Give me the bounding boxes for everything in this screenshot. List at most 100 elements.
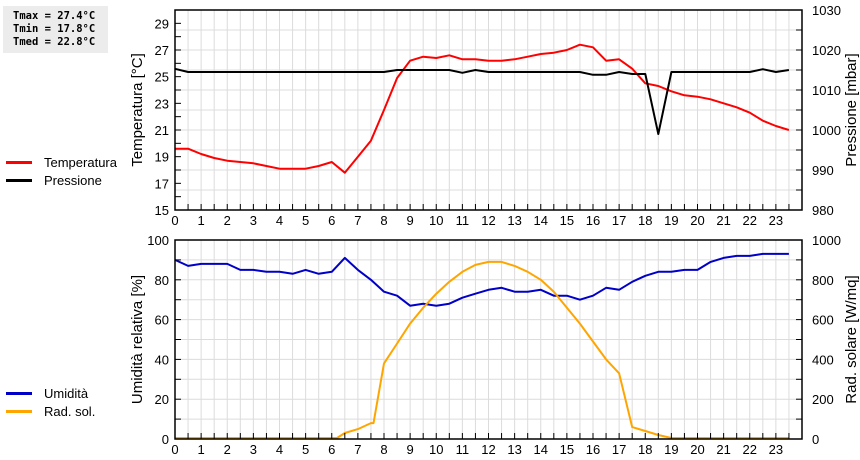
x-tick-label: 16 (586, 213, 600, 228)
y-tick-label: 17 (155, 176, 169, 191)
tmin-label: Tmin = 17.8°C (13, 23, 96, 35)
x-tick-label: 22 (743, 213, 757, 228)
x-tick-label: 15 (560, 213, 574, 228)
y2-tick-label: 1000 (812, 123, 841, 138)
series-line-pressione (174, 67, 790, 135)
y-axis-label: Umidità relativa [%] (129, 275, 146, 404)
x-tick-label: 16 (586, 442, 600, 457)
y2-axis-label: Rad. solare [W/mq] (843, 275, 860, 403)
x-tick-label: 22 (743, 442, 757, 457)
chart-humidity-radiation: 0 1 2 3 4 5 6 7 8 9 10 11 12 13 14 15 16 17 18 19 20 21 22 2302… (129, 233, 860, 457)
legend-label: Pressione (44, 172, 102, 188)
legend-top: Temperatura Pressione (6, 153, 117, 189)
tmax-label: Tmax = 27.4°C (13, 10, 96, 22)
legend-swatch-red (6, 160, 32, 164)
legend-item-temperatura: Temperatura (6, 153, 117, 171)
legend-bottom: Umidità Rad. sol. (6, 384, 95, 420)
y2-tick-label: 200 (812, 392, 834, 407)
x-tick-label: 5 (302, 442, 309, 457)
y-tick-label: 19 (155, 150, 169, 165)
y2-tick-label: 990 (812, 163, 834, 178)
y2-tick-label: 600 (812, 313, 834, 328)
y-axis-label: Temperatura [°C] (129, 53, 146, 167)
x-tick-label: 14 (534, 213, 548, 228)
x-tick-label: 8 (380, 213, 387, 228)
x-tick-label: 10 (429, 213, 443, 228)
x-tick-label: 20 (690, 213, 704, 228)
x-tick-label: 9 (407, 442, 414, 457)
x-tick-label: 19 (664, 213, 678, 228)
x-tick-label: 23 (769, 213, 783, 228)
y-tick-label: 40 (155, 352, 169, 367)
x-tick-label: 5 (302, 213, 309, 228)
legend-swatch-blue (6, 391, 32, 395)
y-tick-label: 25 (155, 70, 169, 85)
series-line-umidit (174, 252, 789, 307)
y2-tick-label: 980 (812, 203, 834, 218)
y-tick-label: 100 (147, 233, 169, 248)
x-tick-label: 14 (534, 442, 548, 457)
x-tick-label: 6 (328, 213, 335, 228)
y-tick-label: 15 (155, 203, 169, 218)
x-tick-label: 3 (250, 442, 257, 457)
y-tick-label: 29 (155, 16, 169, 31)
x-tick-label: 0 (171, 442, 178, 457)
y-tick-label: 23 (155, 96, 169, 111)
y2-tick-label: 1020 (812, 43, 841, 58)
x-tick-label: 13 (507, 213, 521, 228)
x-tick-label: 6 (328, 442, 335, 457)
tmed-label: Tmed = 22.8°C (13, 36, 96, 48)
y2-tick-label: 1030 (812, 3, 841, 18)
y-tick-label: 0 (162, 432, 169, 447)
stats-box: Tmax = 27.4°C Tmin = 17.8°C Tmed = 22.8°C (3, 6, 108, 53)
x-tick-label: 12 (481, 442, 495, 457)
y2-tick-label: 800 (812, 273, 834, 288)
legend-label: Umidità (44, 385, 89, 401)
x-tick-label: 0 (171, 213, 178, 228)
series-line-temperatura (175, 43, 790, 174)
x-tick-label: 1 (198, 442, 205, 457)
legend-item-pressione: Pressione (6, 171, 117, 189)
legend-swatch-black (6, 178, 32, 182)
x-tick-label: 11 (456, 442, 470, 457)
x-tick-label: 12 (481, 213, 495, 228)
y2-tick-label: 400 (812, 352, 834, 367)
x-tick-label: 13 (507, 442, 521, 457)
x-tick-label: 23 (769, 442, 783, 457)
x-tick-label: 11 (456, 213, 470, 228)
chart-temperature-pressure: 0 1 2 3 4 5 6 7 8 9 10 11 12 13 14 15 16 17 18 19 20 21 22 2315… (129, 3, 860, 228)
legend-item-umidita: Umidità (6, 384, 95, 402)
x-tick-label: 7 (354, 213, 361, 228)
x-tick-label: 18 (638, 442, 652, 457)
x-tick-label: 21 (716, 213, 730, 228)
x-tick-label: 4 (276, 213, 283, 228)
legend-label: Temperatura (44, 154, 117, 170)
y-tick-label: 20 (155, 392, 169, 407)
y2-tick-label: 1000 (812, 233, 841, 248)
y-tick-label: 80 (155, 273, 169, 288)
legend-item-radsol: Rad. sol. (6, 402, 95, 420)
y2-tick-label: 1010 (812, 83, 841, 98)
x-tick-label: 17 (612, 442, 626, 457)
x-tick-label: 19 (664, 442, 678, 457)
series-line-radsol (175, 260, 789, 439)
x-tick-label: 4 (276, 442, 283, 457)
legend-swatch-orange (6, 409, 32, 413)
x-tick-label: 15 (560, 442, 574, 457)
x-tick-label: 18 (638, 213, 652, 228)
x-tick-label: 7 (354, 442, 361, 457)
x-tick-label: 2 (224, 442, 231, 457)
x-tick-label: 17 (612, 213, 626, 228)
x-tick-label: 9 (407, 213, 414, 228)
x-tick-label: 3 (250, 213, 257, 228)
y-tick-label: 27 (155, 43, 169, 58)
x-tick-label: 8 (380, 442, 387, 457)
y2-tick-label: 0 (812, 432, 819, 447)
y-tick-label: 60 (155, 313, 169, 328)
x-tick-label: 10 (429, 442, 443, 457)
legend-label: Rad. sol. (44, 403, 96, 419)
x-tick-label: 20 (690, 442, 704, 457)
y2-axis-label: Pressione [mbar] (843, 53, 860, 166)
x-tick-label: 2 (224, 213, 231, 228)
